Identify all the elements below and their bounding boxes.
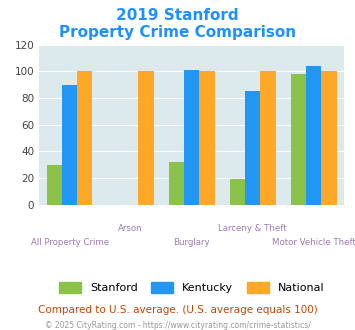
- Bar: [245, 91, 261, 205]
- Bar: [138, 71, 153, 205]
- Text: Larceny & Theft: Larceny & Theft: [218, 224, 287, 233]
- Text: © 2025 CityRating.com - https://www.cityrating.com/crime-statistics/: © 2025 CityRating.com - https://www.city…: [45, 321, 310, 330]
- Text: 2019 Stanford: 2019 Stanford: [116, 8, 239, 23]
- Bar: [169, 162, 184, 205]
- Bar: [47, 165, 62, 205]
- Text: Burglary: Burglary: [173, 238, 210, 247]
- Bar: [322, 71, 337, 205]
- Bar: [184, 70, 200, 205]
- Bar: [261, 71, 275, 205]
- Bar: [230, 179, 245, 205]
- Text: Arson: Arson: [118, 224, 143, 233]
- Bar: [62, 84, 77, 205]
- Text: All Property Crime: All Property Crime: [31, 238, 109, 247]
- Text: Compared to U.S. average. (U.S. average equals 100): Compared to U.S. average. (U.S. average …: [38, 305, 317, 315]
- Bar: [306, 66, 322, 205]
- Bar: [291, 74, 306, 205]
- Bar: [200, 71, 214, 205]
- Text: Property Crime Comparison: Property Crime Comparison: [59, 25, 296, 40]
- Legend: Stanford, Kentucky, National: Stanford, Kentucky, National: [55, 278, 329, 298]
- Bar: [77, 71, 92, 205]
- Text: Motor Vehicle Theft: Motor Vehicle Theft: [272, 238, 355, 247]
